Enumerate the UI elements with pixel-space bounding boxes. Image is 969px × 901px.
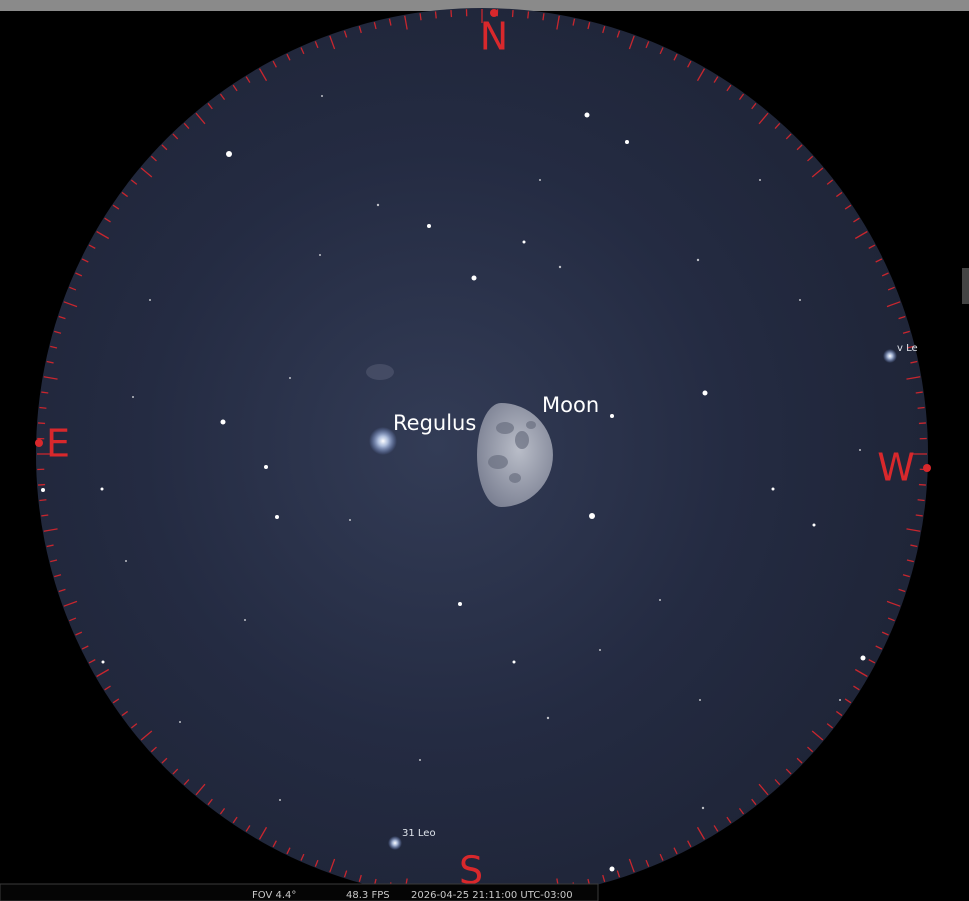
star — [859, 449, 861, 451]
star — [125, 560, 127, 562]
star — [589, 513, 595, 519]
tick — [918, 407, 925, 408]
nebula — [366, 364, 394, 380]
star — [275, 515, 279, 519]
compass-dot — [923, 464, 931, 472]
star — [659, 599, 661, 601]
status-fov: FOV 4.4° — [252, 890, 296, 901]
star — [883, 349, 897, 363]
star — [279, 799, 281, 801]
star — [321, 95, 323, 97]
object-label: 31 Leo — [402, 828, 436, 839]
star — [523, 241, 526, 244]
page: N E S W Regulus Moon 31 Leo v Le FOV 4.4… — [0, 0, 969, 901]
star — [699, 699, 701, 701]
star — [149, 299, 151, 301]
sky-view: N E S W Regulus Moon 31 Leo v Le FOV 4.4… — [0, 0, 969, 901]
tick — [528, 11, 529, 18]
star — [702, 807, 704, 809]
star — [419, 759, 421, 761]
star — [772, 488, 775, 491]
side-handle[interactable] — [962, 268, 969, 304]
star — [585, 113, 590, 118]
star — [427, 224, 431, 228]
star — [703, 391, 708, 396]
compass-west: W — [877, 446, 915, 490]
star — [41, 488, 45, 492]
star — [221, 420, 226, 425]
star — [539, 179, 541, 181]
star — [377, 204, 379, 206]
star — [599, 649, 601, 651]
compass-east: E — [46, 422, 70, 466]
tick — [39, 407, 46, 408]
star — [759, 179, 761, 181]
star — [349, 519, 351, 521]
star — [101, 488, 104, 491]
star — [289, 377, 291, 379]
compass-dot — [35, 439, 43, 447]
star — [513, 661, 516, 664]
star — [813, 524, 816, 527]
tick — [435, 11, 436, 18]
star — [458, 602, 462, 606]
star — [799, 299, 801, 301]
star — [388, 836, 402, 850]
star — [625, 140, 629, 144]
star — [244, 619, 246, 621]
star — [264, 465, 268, 469]
star — [226, 151, 232, 157]
star — [610, 867, 615, 872]
star — [179, 721, 181, 723]
status-fps: 48.3 FPS — [346, 890, 390, 901]
star — [319, 254, 321, 256]
star — [839, 699, 841, 701]
star — [102, 661, 105, 664]
compass-north: N — [480, 15, 508, 59]
tick — [39, 500, 46, 501]
star — [861, 656, 866, 661]
star — [559, 266, 561, 268]
star — [697, 259, 699, 261]
object-label: v Le — [897, 343, 918, 354]
object-label: Moon — [542, 393, 599, 417]
tick — [918, 500, 925, 501]
star — [132, 396, 134, 398]
status-datetime: 2026-04-25 21:11:00 UTC-03:00 — [411, 890, 573, 901]
star — [472, 276, 477, 281]
star — [547, 717, 549, 719]
star — [610, 414, 614, 418]
object-label: Regulus — [393, 411, 476, 435]
